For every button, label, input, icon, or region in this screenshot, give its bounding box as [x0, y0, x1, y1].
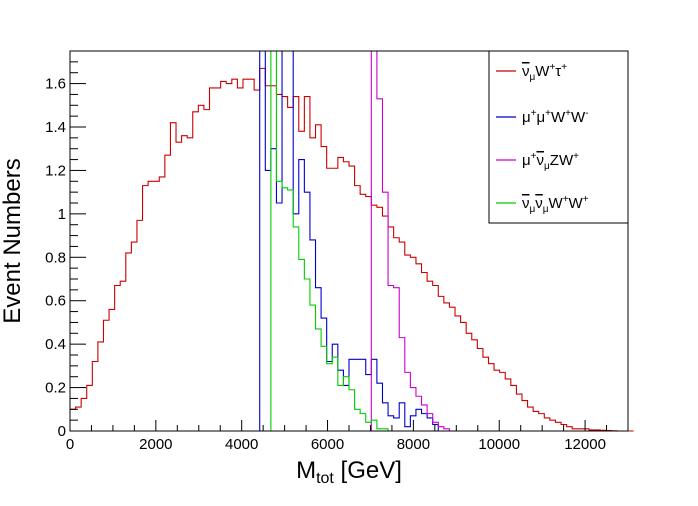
x-tick-label: 0	[66, 436, 74, 453]
legend-label-1: νμW+τ+	[522, 62, 567, 83]
y-tick-label: 1.2	[45, 162, 66, 179]
x-tick-label: 4000	[225, 436, 258, 453]
y-tick-label: 1.6	[45, 76, 66, 93]
x-axis-title-sub: tot	[316, 470, 334, 487]
x-tick-label: 8000	[397, 436, 430, 453]
y-tick-label: 0.8	[45, 249, 66, 266]
legend: νμW+τ+ μ+μ+W+W-μ+νμZW+ νμνμW+W+	[488, 50, 629, 224]
x-tick-label: 6000	[311, 436, 344, 453]
ticks-layer	[69, 50, 629, 432]
y-tick-label: 1.4	[45, 119, 66, 136]
x-tick-label: 2000	[139, 436, 172, 453]
y-tick-label: 0.6	[45, 293, 66, 310]
series-line-4	[270, 50, 394, 432]
x-axis-title: Mtot [GeV]	[296, 457, 402, 487]
x-axis-title-main: M	[296, 457, 316, 484]
x-tick-label: 12000	[564, 436, 606, 453]
y-tick-label: 1	[58, 206, 66, 223]
y-tick-label: 0	[58, 423, 66, 440]
y-tick-label: 0.2	[45, 380, 66, 397]
y-axis-title: Event Numbers	[0, 158, 26, 323]
labels-layer: 0 2000 4000 6000 8000 10000 12000 0 0.2 0.4 0.6 0.8…	[45, 76, 606, 453]
legend-label-3: μ+νμZW+	[522, 151, 579, 172]
legend-box	[488, 50, 629, 224]
legend-label-2: μ+μ+W+W-	[522, 108, 589, 126]
x-tick-label: 10000	[478, 436, 520, 453]
legend-label-4: νμνμW+W+	[522, 194, 589, 215]
x-axis-title-unit: [GeV]	[334, 457, 402, 484]
y-tick-label: 0.4	[45, 336, 66, 353]
series-line-1	[70, 67, 634, 432]
series-line-3	[370, 50, 456, 432]
